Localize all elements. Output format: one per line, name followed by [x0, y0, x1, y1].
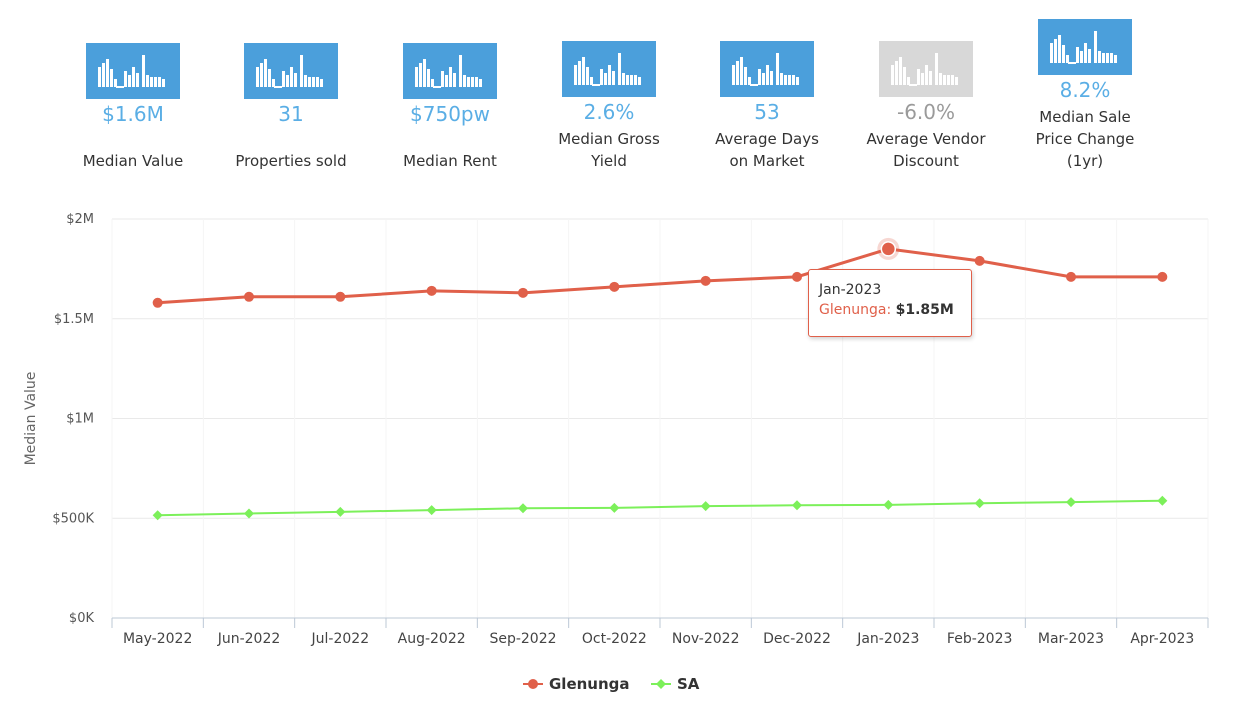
y-axis-title: Median Value — [23, 372, 39, 466]
x-tick-label: Nov-2022 — [672, 631, 740, 647]
data-point[interactable] — [1066, 271, 1076, 282]
tooltip-value: $1.85M — [895, 302, 954, 318]
x-tick-label: Jan-2023 — [856, 631, 919, 647]
stat-value: $1.6M — [102, 102, 164, 126]
data-point[interactable] — [152, 510, 163, 521]
x-tick-label: Aug-2022 — [398, 631, 466, 647]
stats-row: $1.6M Median Value 31 Properties sold $750pw… — [0, 0, 1257, 190]
series-line-sa — [157, 499, 1163, 517]
stat-1: $1.6M Median Value — [58, 0, 208, 190]
data-point[interactable] — [244, 291, 254, 302]
stat-value: 2.6% — [583, 100, 635, 124]
data-point[interactable] — [974, 498, 985, 509]
data-point[interactable] — [974, 255, 985, 266]
y-tick-label: $500K — [52, 511, 94, 526]
stat-4: 2.6% Median Gross Yield — [534, 0, 684, 190]
median-value-chart: $0K $500K $1M $1.5M $2M May-2022 Jun-2022 Jul-2… — [23, 212, 1209, 647]
tooltip-date: Jan-2023 — [819, 282, 882, 298]
stat-label: Properties sold — [235, 152, 347, 170]
stat-label: Median Rent — [403, 152, 497, 170]
stat-value: 53 — [754, 100, 780, 124]
stat-3: $750pw Median Rent — [375, 0, 525, 190]
stat-value: 31 — [278, 102, 304, 126]
x-tick-label: Dec-2022 — [763, 631, 831, 647]
stat-label: Average Days on Market — [715, 130, 819, 170]
x-tick-label: Feb-2023 — [947, 631, 1012, 647]
x-tick-label: May-2022 — [123, 631, 192, 647]
data-point[interactable] — [335, 506, 346, 517]
bar-chart-icon — [403, 43, 497, 99]
tooltip-row: Glenunga: $1.85M — [819, 300, 954, 320]
y-tick-label: $1M — [66, 412, 94, 427]
data-point[interactable] — [792, 500, 802, 511]
x-tick-label: Sep-2022 — [489, 631, 556, 647]
series-line-glenunga — [157, 247, 1163, 305]
data-point[interactable] — [700, 275, 711, 286]
bar-chart-icon — [244, 43, 338, 99]
legend-item-glenunga[interactable]: Glenunga — [522, 670, 630, 698]
stat-2: 31 Properties sold — [216, 0, 366, 190]
stat-6: -6.0% Average Vendor Discount — [851, 0, 1001, 190]
chart-legend: Glenunga SA — [0, 670, 1257, 698]
x-tick-label: Jul-2022 — [311, 631, 370, 647]
hovered-data-point[interactable] — [880, 241, 897, 257]
bar-chart-icon — [562, 41, 656, 97]
stat-label: Median Gross Yield — [558, 130, 660, 170]
data-point[interactable] — [609, 502, 620, 513]
data-point[interactable] — [1157, 495, 1168, 506]
tooltip-series: Glenunga — [819, 302, 887, 318]
legend-label: SA — [677, 675, 700, 693]
bar-chart-icon — [720, 41, 814, 97]
data-point[interactable] — [152, 297, 163, 308]
stat-7: 8.2% Median Sale Price Change (1yr) — [1010, 0, 1160, 190]
x-tick-label: Mar-2023 — [1038, 631, 1104, 647]
bar-chart-icon — [1038, 19, 1132, 75]
bar-chart-icon — [86, 43, 180, 99]
data-point[interactable] — [244, 508, 254, 519]
legend-item-sa[interactable]: SA — [650, 670, 699, 698]
data-point[interactable] — [609, 281, 620, 292]
x-tick-label: Jun-2022 — [217, 631, 281, 647]
chart-tooltip: Jan-2023 Glenunga: $1.85M — [808, 269, 972, 337]
stat-5: 53 Average Days on Market — [692, 0, 842, 190]
circle-marker-icon — [523, 679, 543, 689]
stat-label: Average Vendor Discount — [866, 130, 986, 170]
stat-value: 8.2% — [1059, 78, 1111, 102]
legend-label: Glenunga — [549, 675, 630, 693]
x-tick-label: Apr-2023 — [1130, 631, 1194, 647]
data-point[interactable] — [518, 287, 528, 298]
tooltip-separator: : — [886, 302, 892, 318]
diamond-marker-icon — [651, 679, 671, 689]
stat-label: Median Sale Price Change (1yr) — [1035, 108, 1135, 170]
data-point[interactable] — [700, 501, 711, 512]
stat-value: -6.0% — [896, 100, 956, 124]
data-point[interactable] — [518, 503, 528, 514]
y-tick-label: $1.5M — [54, 312, 94, 327]
data-point[interactable] — [1157, 271, 1168, 282]
data-point[interactable] — [335, 291, 346, 302]
data-point[interactable] — [1066, 497, 1076, 508]
data-point[interactable] — [426, 285, 437, 296]
y-tick-label: $0K — [69, 611, 95, 626]
stat-label: Median Value — [82, 152, 184, 170]
x-tick-label: Oct-2022 — [582, 631, 647, 647]
data-point[interactable] — [883, 499, 894, 510]
y-tick-label: $2M — [66, 212, 94, 227]
stat-value: $750pw — [410, 102, 490, 126]
data-point[interactable] — [792, 271, 802, 282]
data-point[interactable] — [426, 505, 437, 516]
bar-chart-icon — [879, 41, 973, 97]
